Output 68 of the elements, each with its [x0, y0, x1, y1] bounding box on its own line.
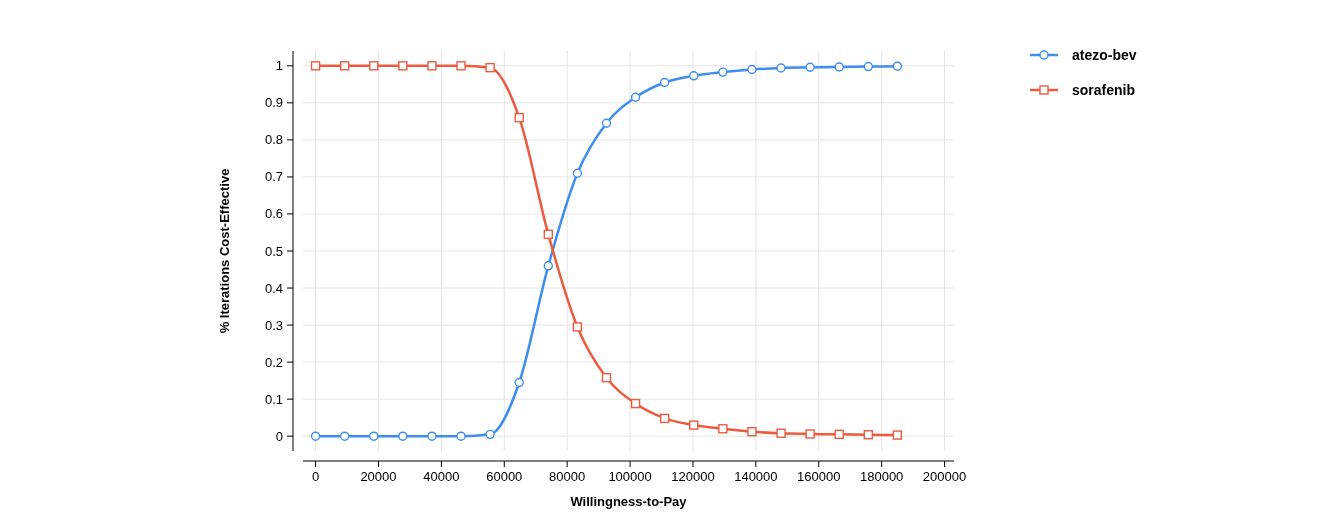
y-tick-label: 0.1 — [264, 391, 283, 407]
point — [805, 429, 815, 439]
x-tick-label: 140000 — [734, 469, 778, 484]
point — [863, 61, 873, 72]
point — [747, 64, 757, 75]
y-tick-label: 0.7 — [264, 169, 283, 185]
point — [892, 61, 903, 71]
y-tick-label: 0.6 — [264, 206, 283, 222]
y-tick-label: 0.8 — [264, 132, 283, 148]
point — [339, 61, 350, 71]
point — [543, 261, 553, 271]
point — [659, 77, 670, 88]
point — [601, 118, 612, 128]
point — [718, 424, 728, 434]
y-tick-label: 0.4 — [264, 280, 283, 296]
point — [456, 431, 466, 441]
point — [485, 429, 495, 440]
point — [310, 61, 321, 71]
x-tick-label: 60000 — [486, 469, 523, 484]
point — [456, 61, 466, 71]
point — [514, 377, 524, 388]
point — [805, 62, 815, 72]
legend-label: atezo-bev — [1072, 47, 1137, 63]
point — [689, 420, 699, 430]
point — [398, 61, 408, 71]
point — [572, 322, 583, 332]
y-tick-label: 1 — [275, 58, 283, 74]
point — [689, 71, 699, 81]
point — [776, 428, 786, 438]
point — [659, 413, 670, 424]
x-tick-label: 40000 — [423, 469, 460, 484]
point — [834, 429, 844, 440]
point — [427, 431, 437, 441]
point — [863, 430, 873, 440]
point — [310, 431, 321, 441]
point — [369, 61, 379, 71]
legend-label: sorafenib — [1072, 82, 1136, 98]
x-tick-label: 80000 — [549, 469, 586, 484]
point — [718, 67, 728, 77]
point — [892, 430, 903, 440]
x-tick-label: 20000 — [360, 469, 397, 484]
x-tick-label: 100000 — [608, 469, 652, 484]
point — [485, 62, 495, 73]
x-tick-label: 120000 — [671, 469, 715, 484]
point — [601, 372, 612, 383]
point — [514, 112, 524, 123]
point — [776, 63, 786, 73]
point — [543, 229, 553, 240]
point — [630, 398, 641, 409]
y-axis-title: % Iterations Cost-Effective — [217, 168, 232, 334]
x-tick-label: 200000 — [922, 469, 967, 484]
point — [630, 92, 641, 102]
y-tick-label: 0.5 — [264, 243, 283, 259]
y-tick-label: 0.9 — [264, 95, 283, 111]
point — [339, 431, 350, 441]
x-tick-label: 160000 — [797, 469, 841, 484]
x-tick-label: 0 — [311, 469, 320, 484]
x-tick-label: 180000 — [859, 469, 904, 484]
point — [398, 431, 408, 441]
point — [369, 431, 379, 441]
y-tick-label: 0.2 — [264, 354, 283, 370]
x-axis-title: Willingness-to-Pay — [570, 494, 688, 509]
point — [427, 61, 437, 71]
y-tick-label: 0 — [275, 428, 283, 444]
point — [834, 62, 844, 72]
point — [747, 427, 757, 437]
y-tick-label: 0.3 — [264, 317, 283, 333]
point — [572, 168, 583, 178]
